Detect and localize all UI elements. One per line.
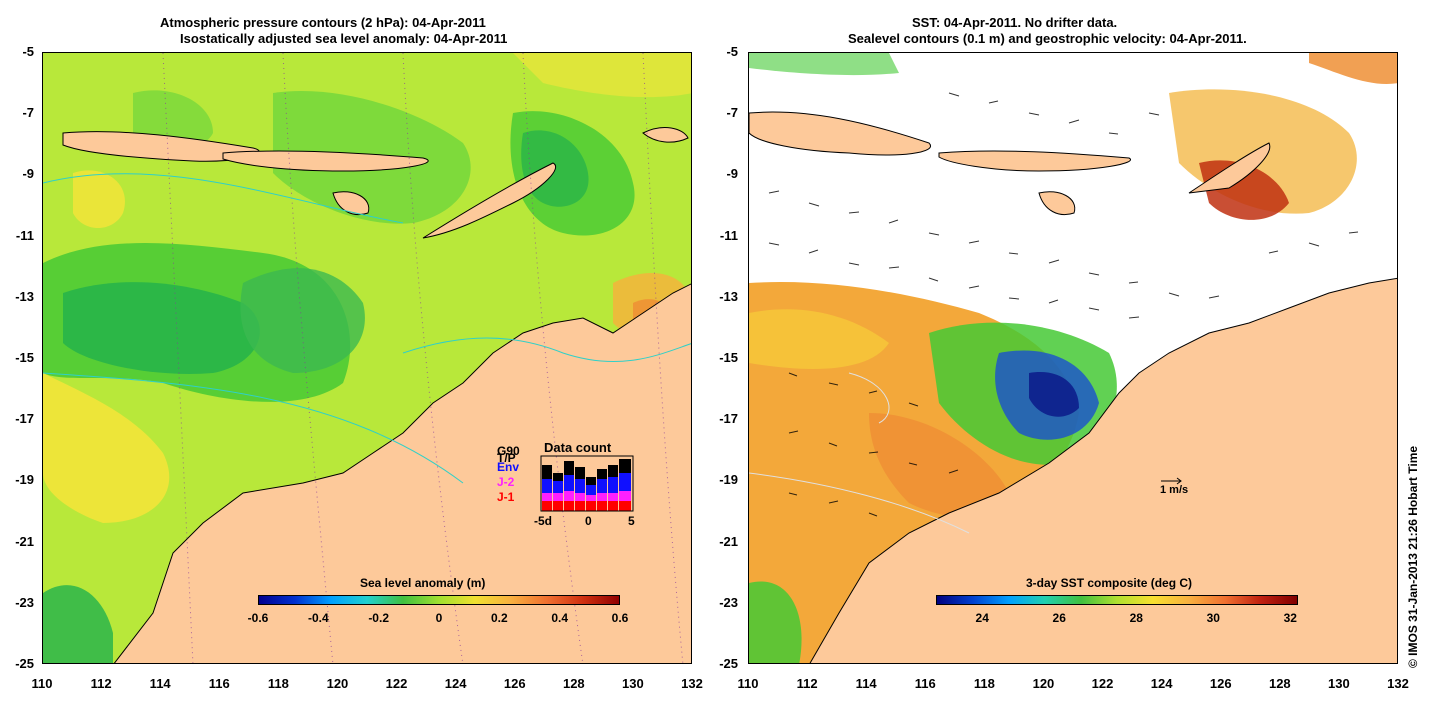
lon-tick-label: 116: [208, 676, 230, 691]
lon-tick-label: 120: [1032, 676, 1055, 691]
lat-tick-label: -13: [15, 288, 34, 304]
sla-colorbar: [258, 595, 620, 605]
lon-tick-label: 118: [267, 676, 289, 691]
right-title-line2: Sealevel contours (0.1 m) and geostrophi…: [848, 31, 1247, 46]
lon-tick-label: 124: [444, 676, 467, 691]
histogram-bars: [542, 459, 631, 511]
lat-tick-label: -25: [719, 656, 738, 671]
lat-tick-label: -11: [15, 227, 34, 243]
lat-tick-label: -23: [719, 594, 738, 610]
lat-tick-label: -11: [719, 227, 738, 243]
sla-colorbar-tick: 0.2: [490, 611, 508, 625]
inset-legend-j1: J-1: [497, 490, 515, 504]
lat-tick-label: -17: [719, 411, 738, 427]
lon-tick-label: 112: [796, 676, 818, 691]
lat-tick-label: -17: [15, 411, 34, 427]
lat-tick-label: -21: [719, 533, 738, 549]
lon-tick-label: 116: [914, 676, 936, 691]
sst-colorbar-tick: 26: [1052, 611, 1066, 625]
inset-legend-tp: T/P: [497, 451, 516, 465]
sst-colorbar-tick: 32: [1283, 611, 1297, 625]
right-title-line1: SST: 04-Apr-2011. No drifter data.: [912, 15, 1118, 30]
sst-map-svg: [749, 53, 1397, 663]
lon-tick-label: 130: [1328, 676, 1350, 691]
lat-tick-label: -19: [15, 472, 34, 488]
sst-map: [748, 52, 1398, 664]
lon-tick-label: 118: [973, 676, 995, 691]
left-title-line1: Atmospheric pressure contours (2 hPa): 0…: [160, 15, 486, 30]
lat-tick-label: -23: [15, 594, 34, 610]
sst-colorbar-tick: 24: [975, 611, 989, 625]
velocity-scale-label: 1 m/s: [1160, 484, 1189, 496]
lon-tick-label: 132: [1387, 676, 1409, 691]
lat-tick-label: -9: [726, 166, 738, 182]
lat-tick-label: -21: [15, 533, 34, 549]
inset-xtick-0: 0: [585, 514, 592, 528]
lat-tick-label: -13: [719, 288, 738, 304]
lon-tick-label: 124: [1150, 676, 1173, 691]
inset-xtick-5: 5: [628, 514, 635, 528]
imos-credit: © IMOS 31-Jan-2013 21:26 Hobart Time: [1406, 445, 1420, 668]
lon-tick-label: 110: [737, 676, 759, 691]
lat-tick-label: -7: [726, 105, 738, 121]
lon-tick-label: 110: [31, 676, 53, 691]
inset-legend-j2: J-2: [497, 475, 515, 489]
lat-tick-label: -5: [22, 44, 34, 59]
lon-tick-label: 126: [503, 676, 526, 691]
sla-colorbar-tick: 0.6: [611, 611, 629, 625]
data-count-histogram: [540, 455, 634, 512]
lat-tick-label: -5: [726, 44, 738, 59]
lat-tick-label: -7: [22, 105, 34, 121]
lon-tick-label: 112: [90, 676, 112, 691]
sst-colorbar: [936, 595, 1298, 605]
lat-tick-label: -15: [719, 350, 738, 365]
inset-legend-g90: G90: [497, 444, 520, 458]
sst-colorbar-tick: 28: [1129, 611, 1143, 625]
lon-tick-label: 128: [562, 676, 585, 691]
lon-tick-label: 130: [622, 676, 644, 691]
sla-colorbar-title: Sea level anomaly (m): [360, 576, 486, 590]
lon-tick-label: 120: [326, 676, 349, 691]
lon-tick-label: 126: [1209, 676, 1232, 691]
sla-colorbar-tick: -0.6: [247, 611, 269, 625]
lon-tick-label: 122: [385, 676, 408, 691]
sla-colorbar-tick: -0.4: [307, 611, 329, 625]
lat-tick-label: -9: [22, 166, 34, 182]
inset-title: Data count: [544, 440, 612, 455]
inset-xtick-neg5d: -5d: [534, 514, 552, 528]
sla-map-svg: [43, 53, 691, 663]
velocity-arrows: [768, 92, 1359, 517]
lon-tick-label: 114: [149, 676, 171, 691]
lon-tick-label: 128: [1268, 676, 1291, 691]
sla-colorbar-tick: -0.2: [368, 611, 389, 625]
lon-tick-label: 122: [1091, 676, 1114, 691]
lon-tick-label: 132: [681, 676, 703, 691]
sla-colorbar-tick: 0: [435, 611, 443, 625]
lon-tick-label: 114: [855, 676, 877, 691]
sst-colorbar-tick: 30: [1206, 611, 1220, 625]
sst-colorbar-title: 3-day SST composite (deg C): [1026, 576, 1193, 590]
inset-legend-env: Env: [497, 460, 520, 474]
left-title-line2: Isostatically adjusted sea level anomaly…: [180, 31, 508, 46]
lat-tick-label: -25: [15, 656, 34, 671]
lat-tick-label: -15: [15, 350, 34, 365]
lat-tick-label: -19: [719, 472, 738, 488]
sla-colorbar-tick: 0.4: [551, 611, 568, 625]
sea-level-anomaly-map: [42, 52, 692, 664]
